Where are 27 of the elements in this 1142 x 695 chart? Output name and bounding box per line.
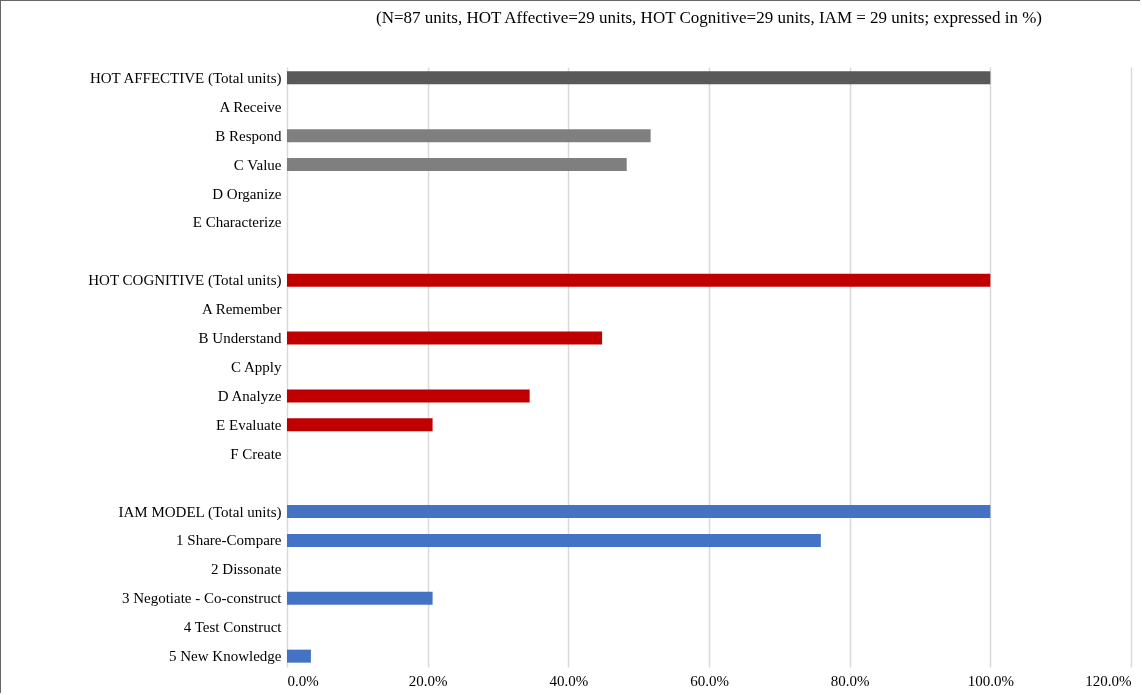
- x-tick-label: 120.0%: [1085, 672, 1132, 689]
- y-tick-label: IAM MODEL (Total units): [118, 503, 282, 521]
- y-tick-label: C Value: [233, 156, 282, 173]
- x-tick-label: 80.0%: [830, 672, 870, 689]
- x-tick-label: 40.0%: [549, 672, 589, 689]
- y-tick-label: HOT AFFECTIVE (Total units): [89, 69, 282, 87]
- y-tick-label: 5 New Knowledge: [169, 648, 282, 665]
- x-tick-label: 0.0%: [287, 672, 319, 689]
- y-tick-label: D Analyze: [217, 387, 282, 404]
- y-tick-label: B Understand: [198, 330, 282, 347]
- y-tick-label: A Remember: [201, 301, 282, 318]
- y-tick-label: F Create: [230, 445, 282, 462]
- x-tick-label: 20.0%: [408, 672, 448, 689]
- y-tick-label: D Organize: [212, 185, 282, 202]
- y-tick-label: 1 Share-Compare: [176, 532, 282, 549]
- x-tick-label: 60.0%: [690, 672, 729, 689]
- y-tick-label: E Characterize: [192, 214, 282, 231]
- y-tick-label: 4 Test Construct: [183, 619, 283, 636]
- x-tick-label: 100.0%: [967, 672, 1014, 689]
- y-tick-label: 2 Dissonate: [211, 561, 282, 578]
- y-tick-label: E Evaluate: [216, 416, 282, 433]
- y-tick-label: A Receive: [219, 98, 282, 115]
- chart-title: (N=87 units, HOT Affective=29 units, HOT Cognitive=29 units, IAM = 29 units; expressed in %): [376, 8, 1042, 27]
- y-tick-label: B Respond: [215, 127, 282, 144]
- y-tick-label: 3 Negotiate - Co-construct: [121, 590, 283, 607]
- y-tick-label: C Apply: [231, 359, 282, 375]
- y-tick-label: HOT COGNITIVE (Total units): [88, 272, 282, 290]
